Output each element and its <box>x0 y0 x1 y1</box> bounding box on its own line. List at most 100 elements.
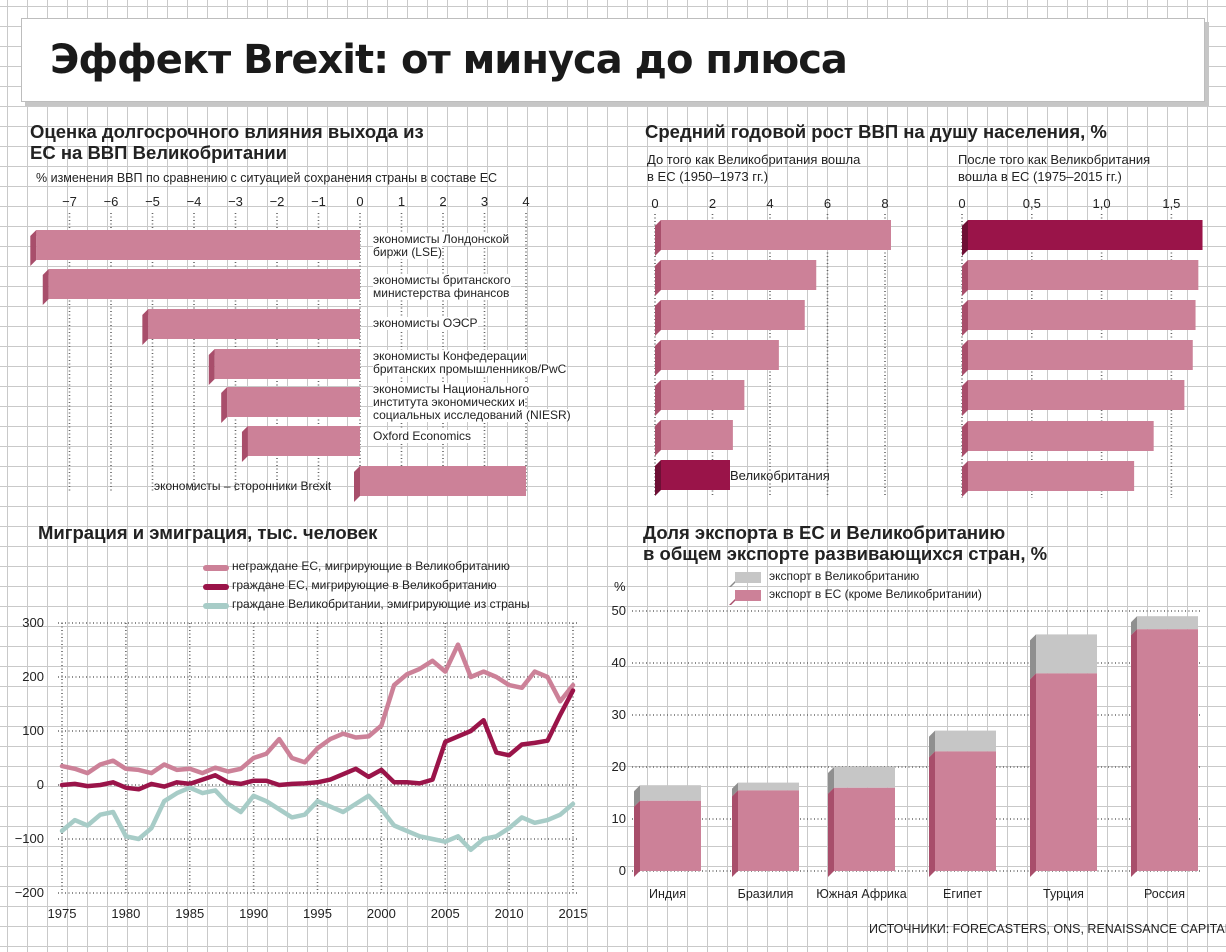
migration-x-tick-label: 1980 <box>111 906 141 921</box>
exports-column <box>1131 616 1198 877</box>
gdp-impact-tick-label: 4 <box>522 194 530 209</box>
growth-after-bar-side <box>962 380 968 416</box>
source-note: ИСТОЧНИКИ: FORECASTERS, ONS, RENAISSANCE… <box>869 922 1226 936</box>
growth-after-bar <box>962 300 1196 336</box>
title-box: Эффект Brexit: от минуса до плюса <box>21 18 1205 102</box>
exports-y-tick-label: 30 <box>611 707 626 722</box>
gdp-impact-axis-label: % изменения ВВП по сравнению с ситуацией… <box>36 171 498 185</box>
growth-after-subtitle-line-2: вошла в ЕС (1975–2015 гг.) <box>958 169 1122 184</box>
exports-uk-bar <box>640 785 701 801</box>
gdp-impact-bar-side <box>221 387 228 423</box>
exports-uk-side <box>634 785 640 807</box>
growth-before-bar <box>655 420 733 456</box>
gdp-impact-bar <box>354 466 526 502</box>
migration-series-line <box>59 785 576 853</box>
gdp-impact-category-label: института экономических и <box>373 395 525 409</box>
gdp-impact-bar-face <box>360 466 526 496</box>
growth-before-bar <box>655 340 779 376</box>
migration-x-tick-label: 1985 <box>175 906 205 921</box>
exports-uk-side <box>1030 634 1036 680</box>
growth-after-tick-label: 1,5 <box>1162 196 1181 211</box>
exports-legend-swatch <box>735 590 761 601</box>
growth-before-subtitle-line-1: До того как Великобритания вошла <box>647 152 861 167</box>
growth-before-bar <box>655 260 817 296</box>
gdp-impact-bar-face <box>227 387 360 417</box>
exports-eu-side <box>929 751 935 877</box>
growth-before-bar <box>655 220 891 256</box>
gdp-impact-bar-side <box>354 466 360 502</box>
exports-y-tick-label: 20 <box>611 759 626 774</box>
growth-after-tick-label: 1,0 <box>1092 196 1111 211</box>
exports-legend-swatch <box>735 572 761 583</box>
exports-eu-bar <box>935 751 996 871</box>
gdp-impact-bar-face <box>148 309 360 339</box>
gdp-impact-category-label: экономисты Лондонской <box>373 232 510 246</box>
growth-before-bar-face <box>661 300 805 330</box>
exports-column <box>732 782 799 877</box>
gdp-impact-bar <box>142 309 360 345</box>
gdp-impact-category-label: Oxford Economics <box>373 429 472 443</box>
exports-eu-side <box>732 790 738 877</box>
gdp-impact-title-line-2: ЕС на ВВП Великобритании <box>30 142 288 163</box>
gdp-impact-bar-side <box>208 349 215 385</box>
gdp-impact-bar-face <box>247 426 360 456</box>
exports-eu-bar <box>738 790 799 871</box>
growth-before-bar-side <box>655 300 661 336</box>
exports-category-label: Египет <box>943 887 982 901</box>
growth-before-bar-side <box>655 460 661 496</box>
gdp-impact-tick-label: −6 <box>103 194 119 209</box>
gdp-impact-category-label: экономисты Национального <box>373 382 530 396</box>
gdp-impact-category-label: британских промышленников/PwC <box>373 362 567 376</box>
exports-category-label: Турция <box>1043 887 1084 901</box>
growth-before-bar-face <box>661 380 745 410</box>
exports-y-tick-label: 0 <box>618 863 626 878</box>
migration-x-tick-label: 2000 <box>366 906 396 921</box>
exports-uk-side <box>1131 616 1137 636</box>
exports-y-tick-label: 10 <box>611 811 626 826</box>
migration-legend-label: граждане Великобритании, эмигрирующие из… <box>232 597 530 611</box>
growth-after-bar-face <box>968 220 1203 250</box>
growth-before-tick-label: 8 <box>881 196 889 211</box>
growth-after-bar-side <box>962 421 968 457</box>
exports-legend-swatch-side <box>729 581 735 587</box>
gdp-impact-bar <box>30 230 361 266</box>
gdp-impact-tick-label: 1 <box>397 194 406 209</box>
gdp-impact-category-label: экономисты британского <box>373 273 511 287</box>
gdp-impact-category-label: экономисты Конфедерации <box>373 349 527 363</box>
migration-x-tick-label: 1995 <box>303 906 332 921</box>
growth-title: Средний годовой рост ВВП на душу населен… <box>645 121 1107 142</box>
gdp-impact-tick-label: −7 <box>62 194 77 209</box>
growth-before-bar-face <box>661 460 730 490</box>
gdp-impact-category-label: экономисты ОЭСР <box>373 316 478 330</box>
gdp-impact-bar-side <box>30 230 37 266</box>
exports-column <box>828 767 895 877</box>
growth-after-bar-side <box>962 260 968 296</box>
exports-uk-side <box>828 767 834 794</box>
migration-x-tick-label: 2010 <box>494 906 524 921</box>
gdp-impact-bar-face <box>36 230 361 260</box>
gdp-impact-tick-label: −4 <box>186 194 202 209</box>
exports-title-line-1: Доля экспорта в ЕС и Великобританию <box>643 522 1006 543</box>
exports-category-label: Россия <box>1144 887 1185 901</box>
exports-uk-bar <box>1036 634 1097 674</box>
exports-y-tick-label: 50 <box>611 603 626 618</box>
migration-x-tick-label: 2005 <box>430 906 460 921</box>
growth-before-bar-face <box>661 220 891 250</box>
growth-after-bar-side <box>962 220 968 256</box>
exports-category-label: Бразилия <box>737 887 794 901</box>
migration-series-line <box>59 642 576 776</box>
growth-after-bar <box>962 421 1154 457</box>
growth-before-tick-label: 0 <box>651 196 659 211</box>
gdp-impact-tick-label: −5 <box>145 194 160 209</box>
exports-y-tick-label: 40 <box>611 655 626 670</box>
growth-before-bar-face <box>661 340 779 370</box>
migration-series-line <box>59 688 576 792</box>
exports-column <box>929 730 996 877</box>
growth-after-bar <box>962 220 1203 256</box>
gdp-impact-tick-label: 0 <box>356 194 364 209</box>
growth-after-bar-face <box>968 421 1154 451</box>
migration-y-tick-label: 300 <box>22 615 44 630</box>
growth-after-bar-face <box>968 461 1135 491</box>
exports-eu-side <box>1030 673 1036 877</box>
growth-before-bar-face <box>661 260 817 290</box>
